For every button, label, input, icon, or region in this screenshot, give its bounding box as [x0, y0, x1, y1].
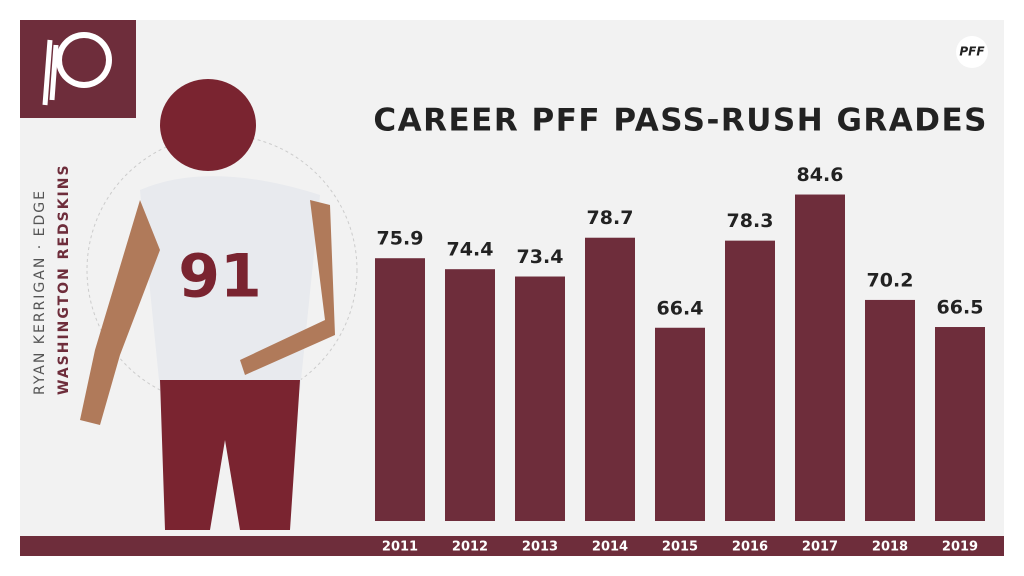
x-tick-label: 2013 [522, 540, 558, 555]
pff-logo-bg [956, 36, 988, 68]
player-label: RYAN KERRIGAN · EDGE [32, 189, 48, 395]
bar [515, 276, 565, 521]
value-label: 74.4 [447, 239, 494, 261]
bar [375, 258, 425, 521]
bar [655, 327, 705, 521]
pff-logo: PFF [959, 45, 985, 59]
svg-text:91: 91 [178, 242, 262, 312]
bar [865, 299, 915, 521]
x-tick-label: 2015 [662, 540, 698, 555]
value-label: 78.3 [727, 210, 774, 232]
team-logo-inner [62, 38, 106, 82]
value-label: 75.9 [377, 228, 424, 250]
axis-strip [20, 536, 1004, 556]
chart-title: CAREER PFF PASS-RUSH GRADES [373, 103, 988, 139]
x-tick-label: 2014 [592, 540, 628, 555]
team-label: WASHINGTON REDSKINS [56, 163, 72, 395]
x-tick-label: 2011 [382, 540, 418, 555]
x-tick-label: 2017 [802, 540, 838, 555]
bar [935, 327, 985, 521]
x-tick-label: 2018 [872, 540, 908, 555]
x-tick-label: 2012 [452, 540, 488, 555]
value-label: 70.2 [867, 269, 914, 291]
x-tick-label: 2019 [942, 540, 978, 555]
bar [795, 194, 845, 521]
bar [725, 240, 775, 522]
value-label: 78.7 [587, 207, 634, 229]
value-label: 73.4 [517, 246, 564, 268]
value-label: 66.5 [937, 297, 984, 319]
bar [585, 237, 635, 521]
value-label: 84.6 [797, 164, 844, 186]
value-label: 66.4 [657, 297, 704, 319]
player-photo: 91 [80, 79, 335, 530]
team-logo-feathers [42, 39, 59, 106]
x-tick-label: 2016 [732, 540, 768, 555]
bar [445, 269, 495, 521]
